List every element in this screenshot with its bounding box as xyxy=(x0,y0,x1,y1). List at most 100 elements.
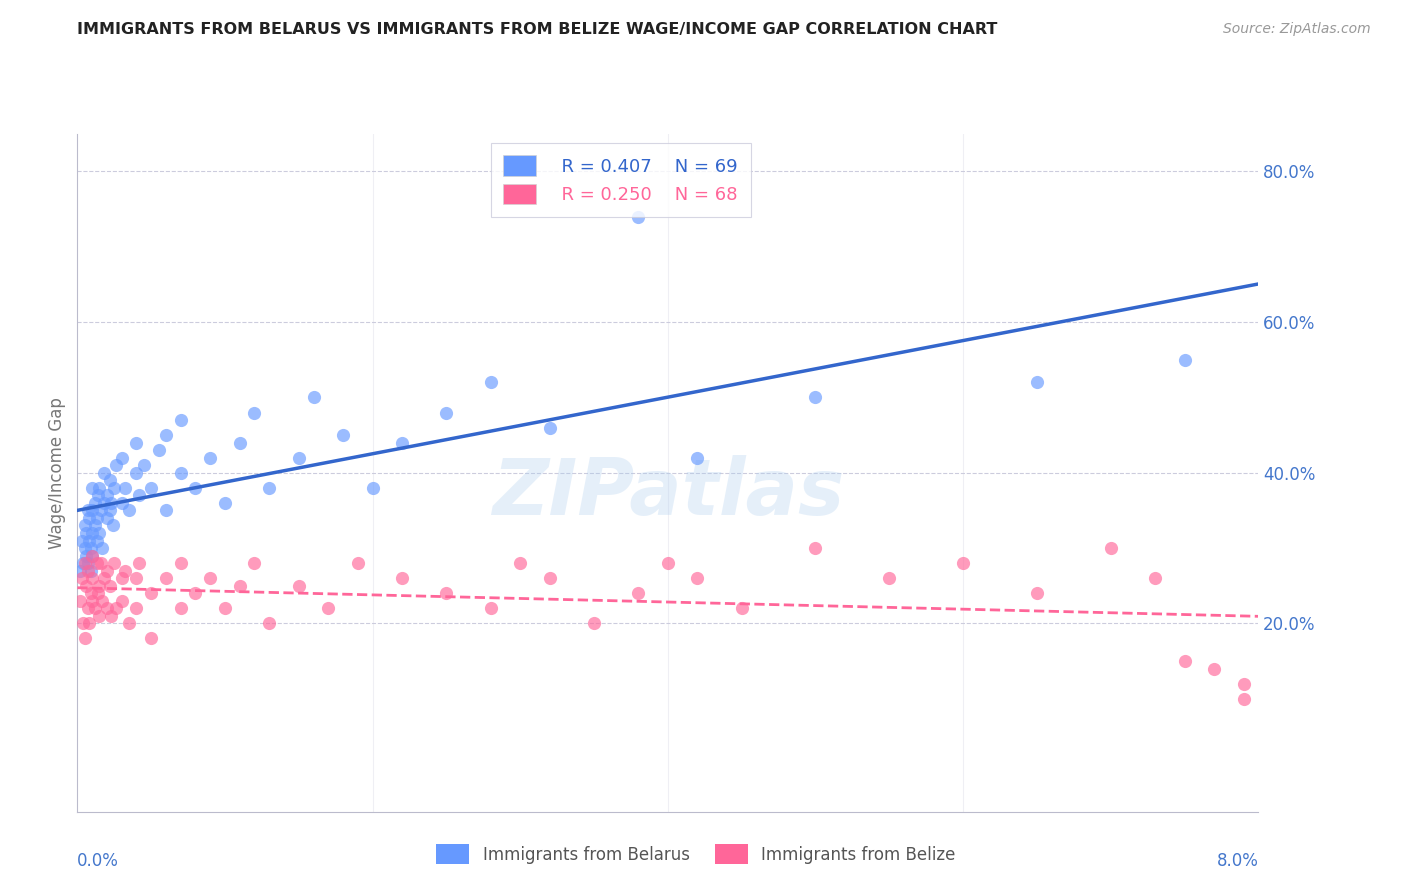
Point xyxy=(84,518,107,533)
Point xyxy=(111,450,132,465)
Point xyxy=(538,420,561,434)
Point xyxy=(509,556,531,570)
Point xyxy=(93,466,115,480)
Point xyxy=(111,571,132,585)
Point xyxy=(952,556,974,570)
Point xyxy=(229,435,252,450)
Point xyxy=(184,481,207,495)
Legend:   R = 0.407    N = 69,   R = 0.250    N = 68: R = 0.407 N = 69, R = 0.250 N = 68 xyxy=(491,143,751,217)
Y-axis label: Wage/Income Gap: Wage/Income Gap xyxy=(48,397,66,549)
Point xyxy=(302,391,325,405)
Point xyxy=(91,541,114,555)
Text: 8.0%: 8.0% xyxy=(1216,853,1258,871)
Point xyxy=(103,556,125,570)
Point xyxy=(155,503,177,517)
Text: 0.0%: 0.0% xyxy=(77,853,120,871)
Point xyxy=(86,556,108,570)
Point xyxy=(538,571,561,585)
Point xyxy=(1026,586,1049,600)
Point xyxy=(89,526,111,541)
Point xyxy=(93,571,115,585)
Point xyxy=(104,458,127,473)
Point xyxy=(1099,541,1122,555)
Point xyxy=(90,556,112,570)
Point xyxy=(89,579,111,593)
Point xyxy=(214,496,236,510)
Point xyxy=(686,571,709,585)
Point xyxy=(214,601,236,615)
Point xyxy=(436,405,458,419)
Point xyxy=(243,556,266,570)
Point xyxy=(627,210,650,224)
Point xyxy=(200,571,222,585)
Point xyxy=(114,564,136,578)
Point xyxy=(1174,352,1197,367)
Point xyxy=(170,601,193,615)
Point xyxy=(243,405,266,419)
Point xyxy=(347,556,370,570)
Point xyxy=(125,571,148,585)
Point xyxy=(391,435,413,450)
Point xyxy=(75,526,97,541)
Point xyxy=(96,564,118,578)
Text: IMMIGRANTS FROM BELARUS VS IMMIGRANTS FROM BELIZE WAGE/INCOME GAP CORRELATION CH: IMMIGRANTS FROM BELARUS VS IMMIGRANTS FR… xyxy=(77,22,998,37)
Point xyxy=(72,556,94,570)
Point xyxy=(73,518,96,533)
Point xyxy=(141,586,163,600)
Point xyxy=(804,391,827,405)
Point xyxy=(84,496,107,510)
Point xyxy=(657,556,679,570)
Point xyxy=(70,533,93,548)
Point xyxy=(89,608,111,623)
Point xyxy=(879,571,901,585)
Text: Source: ZipAtlas.com: Source: ZipAtlas.com xyxy=(1223,22,1371,37)
Point xyxy=(1174,654,1197,668)
Point xyxy=(118,503,141,517)
Point xyxy=(73,541,96,555)
Point xyxy=(82,571,104,585)
Point xyxy=(84,601,107,615)
Point xyxy=(170,466,193,480)
Point xyxy=(118,616,141,631)
Point xyxy=(141,632,163,646)
Point xyxy=(76,503,98,517)
Point xyxy=(90,503,112,517)
Point xyxy=(125,601,148,615)
Point xyxy=(1233,691,1256,706)
Point xyxy=(82,481,104,495)
Point xyxy=(69,564,91,578)
Point xyxy=(82,594,104,608)
Point xyxy=(627,586,650,600)
Point xyxy=(76,556,98,570)
Point xyxy=(229,579,252,593)
Point xyxy=(148,443,170,458)
Point xyxy=(259,481,281,495)
Point xyxy=(170,413,193,427)
Point xyxy=(82,549,104,563)
Point xyxy=(98,579,121,593)
Point xyxy=(1144,571,1167,585)
Point xyxy=(96,488,118,502)
Point xyxy=(170,556,193,570)
Point xyxy=(79,541,101,555)
Point xyxy=(75,579,97,593)
Point xyxy=(200,450,222,465)
Point xyxy=(72,616,94,631)
Point xyxy=(114,481,136,495)
Point xyxy=(583,616,606,631)
Point xyxy=(82,526,104,541)
Text: ZIPatlas: ZIPatlas xyxy=(492,455,844,531)
Point xyxy=(318,601,340,615)
Point xyxy=(479,601,502,615)
Point xyxy=(1026,376,1049,390)
Point xyxy=(79,564,101,578)
Point xyxy=(184,586,207,600)
Point xyxy=(100,608,122,623)
Point xyxy=(155,571,177,585)
Point xyxy=(73,556,96,570)
Point xyxy=(82,549,104,563)
Point xyxy=(77,533,100,548)
Point xyxy=(132,458,155,473)
Point xyxy=(86,511,108,525)
Point xyxy=(391,571,413,585)
